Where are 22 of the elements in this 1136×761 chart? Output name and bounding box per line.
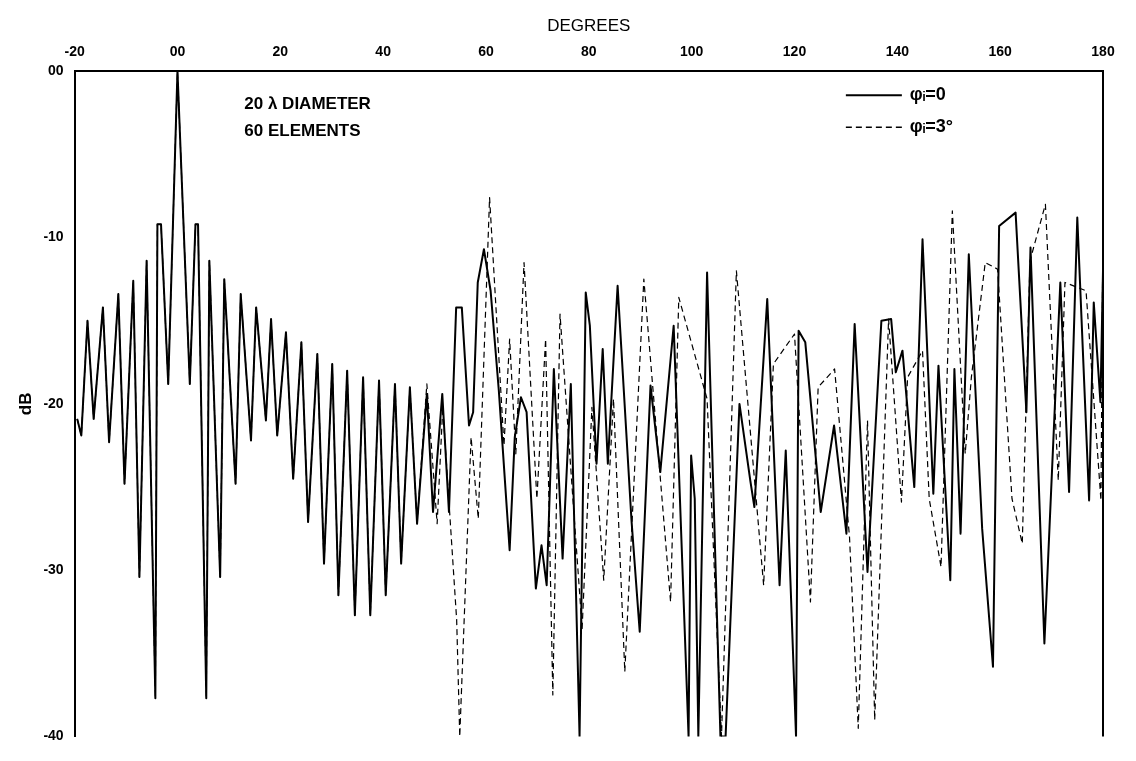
legend-label: φᵢ=3° — [909, 116, 953, 137]
x-tick-label: 20 — [272, 42, 289, 59]
legend-label: φᵢ=0 — [909, 84, 946, 105]
x-tick-label: 00 — [169, 42, 186, 59]
x-tick-label: 40 — [375, 42, 392, 59]
y-tick-label: 00 — [48, 62, 64, 79]
x-tick-label: -20 — [64, 42, 85, 59]
x-tick-label: 80 — [581, 42, 597, 59]
x-tick-label: 180 — [1091, 42, 1115, 59]
x-tick-label: 100 — [679, 42, 704, 59]
y-tick-label: -40 — [43, 727, 64, 744]
x-axis-title: DEGREES — [547, 15, 631, 35]
x-tick-label: 120 — [782, 42, 807, 59]
x-tick-label: 140 — [885, 42, 910, 59]
x-tick-label: 60 — [478, 42, 494, 59]
annotation: 60 ELEMENTS — [244, 121, 361, 141]
x-tick-label: 160 — [988, 42, 1013, 59]
y-axis-title: dB — [15, 392, 35, 416]
y-tick-label: -30 — [43, 561, 64, 578]
y-tick-label: -10 — [43, 228, 64, 245]
y-tick-label: -20 — [43, 394, 64, 411]
annotation: 20 λ DIAMETER — [244, 94, 371, 114]
